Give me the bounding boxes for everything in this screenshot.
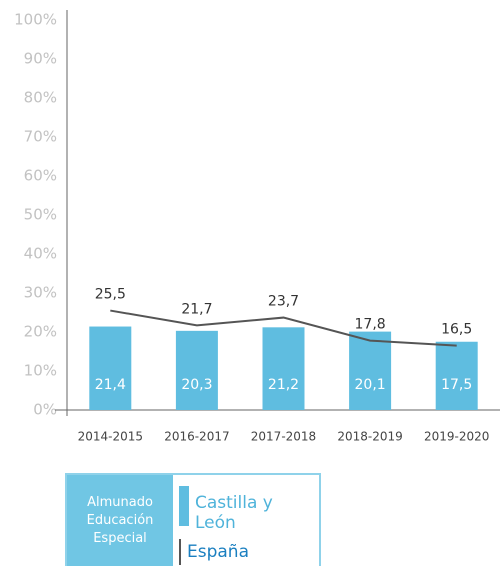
bar — [349, 331, 392, 410]
bar-label: 17,5 — [441, 377, 472, 393]
y-tick-label: 10% — [24, 362, 57, 380]
bar — [175, 330, 218, 410]
x-tick-label: 2017-2018 — [251, 430, 316, 444]
y-tick-label: 100% — [14, 11, 57, 29]
bar — [435, 341, 478, 410]
legend-item: Castilla y León — [179, 486, 319, 533]
legend-swatch — [179, 539, 181, 565]
x-tick-label: 2018-2019 — [337, 430, 402, 444]
bar-label: 21,2 — [268, 377, 299, 393]
legend-label: Castilla y León — [195, 493, 273, 533]
line — [110, 309, 457, 347]
legend-item: España — [179, 539, 249, 565]
legend: Almunado Educación Especial Castilla y L… — [65, 473, 321, 566]
bar-label: 20,1 — [355, 377, 386, 393]
y-tick-label: 30% — [24, 284, 57, 302]
line-label: 17,8 — [355, 317, 386, 333]
bar — [89, 326, 132, 410]
y-tick-label: 80% — [24, 89, 57, 107]
y-tick-label: 70% — [24, 128, 57, 146]
chart: 0% 10% 20% 30% 40% 50% 60% 70% 80% 90% 100% 2014-20… — [14, 10, 500, 444]
bar — [262, 327, 305, 410]
legend-swatch — [179, 486, 189, 526]
x-tick-label: 2016-2017 — [164, 430, 229, 444]
line-label: 21,7 — [181, 301, 212, 317]
y-tick-label: 20% — [24, 323, 57, 341]
x-tick-label: 2014-2015 — [78, 430, 143, 444]
y-tick-label: 90% — [24, 50, 57, 68]
y-tick-label: 60% — [24, 167, 57, 185]
line-label: 25,5 — [95, 287, 126, 303]
legend-label: España — [187, 542, 249, 562]
line-label: 23,7 — [268, 294, 299, 310]
bar-label: 20,3 — [181, 377, 212, 393]
line-label: 16,5 — [441, 322, 472, 338]
y-tick-label: 0% — [33, 401, 57, 419]
y-tick-label: 50% — [24, 206, 57, 224]
bar-label: 21,4 — [95, 377, 126, 393]
x-tick-label: 2019-2020 — [424, 430, 489, 444]
legend-title: Almunado Educación Especial — [67, 475, 173, 566]
y-tick-label: 40% — [24, 245, 57, 263]
